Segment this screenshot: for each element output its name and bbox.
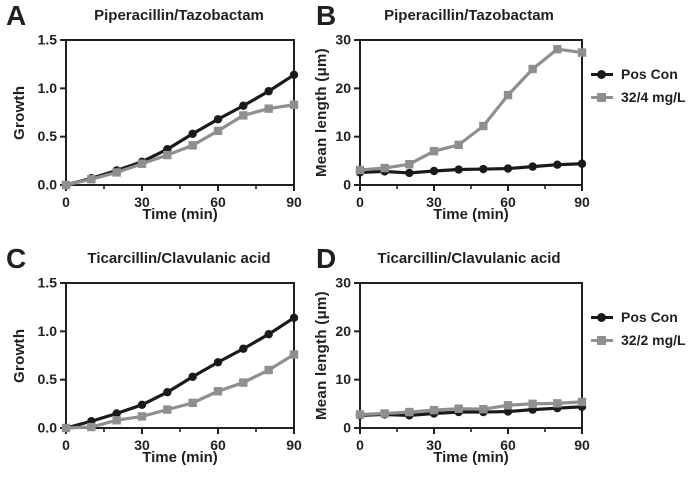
pos-con-marker-icon [591, 69, 613, 80]
panel-letter-c: C [6, 243, 27, 274]
panel-title-d: Ticarcillin/Clavulanic acid [377, 250, 561, 267]
svg-text:10: 10 [335, 371, 351, 387]
svg-text:60: 60 [210, 194, 226, 210]
svg-text:1.5: 1.5 [38, 32, 58, 48]
legend-label-treatment: 32/2 mg/L [621, 332, 686, 348]
panel-title-c: Ticarcillin/Clavulanic acid [87, 250, 271, 267]
panel-a-growth: A Piperacillin/Tazobactam Growth 0 30 60 90… [2, 0, 310, 242]
svg-text:90: 90 [574, 194, 590, 210]
legend-item-pos-con: Pos Con [591, 309, 686, 325]
legend-ticarcillin: Pos Con 32/2 mg/L [591, 309, 686, 348]
panel-c-growth: C Ticarcillin/Clavulanic acid Growth 0 30… [2, 243, 310, 485]
panel-d-mean-length: D Ticarcillin/Clavulanic acid Mean lengt… [312, 243, 594, 485]
legend-label-pos-con: Pos Con [621, 309, 678, 325]
legend-label-treatment: 32/4 mg/L [621, 89, 686, 105]
treatment-marker-icon [591, 335, 613, 346]
chart-mean-length-ticarcillin: 0 30 60 90 0 10 20 30 [335, 275, 590, 454]
svg-text:90: 90 [574, 437, 590, 453]
svg-text:1.0: 1.0 [38, 323, 58, 339]
svg-text:30: 30 [426, 437, 442, 453]
svg-text:60: 60 [500, 437, 516, 453]
svg-text:0.0: 0.0 [38, 177, 58, 193]
panel-letter-d: D [316, 243, 337, 274]
chart-growth-ticarcillin: 0 30 60 90 0.0 0.5 1.0 1.5 [38, 275, 302, 454]
treatment-marker-icon [591, 92, 613, 103]
svg-text:0: 0 [356, 437, 364, 453]
svg-text:20: 20 [335, 80, 351, 96]
x-axis-label-b: Time (min) [433, 206, 509, 223]
legend-item-pos-con: Pos Con [591, 66, 686, 82]
legend-piperacillin: Pos Con 32/4 mg/L [591, 66, 686, 105]
svg-text:30: 30 [335, 32, 351, 48]
svg-text:1.0: 1.0 [38, 80, 58, 96]
pos-con-marker-icon [591, 312, 613, 323]
panel-b-mean-length: B Piperacillin/Tazobactam Mean length (μ… [312, 0, 594, 242]
svg-text:30: 30 [134, 437, 150, 453]
svg-text:20: 20 [335, 323, 351, 339]
svg-text:10: 10 [335, 128, 351, 144]
svg-text:30: 30 [335, 275, 351, 291]
svg-text:0: 0 [356, 194, 364, 210]
legend-item-treatment: 32/4 mg/L [591, 89, 686, 105]
svg-text:0.0: 0.0 [38, 420, 58, 436]
x-axis-label-d: Time (min) [433, 449, 509, 466]
x-axis-label-c: Time (min) [142, 449, 218, 466]
svg-text:60: 60 [210, 437, 226, 453]
svg-text:0.5: 0.5 [38, 128, 58, 144]
svg-text:90: 90 [286, 437, 302, 453]
figure-row-piperacillin: A Piperacillin/Tazobactam Growth 0 30 60 90… [0, 0, 697, 242]
svg-text:30: 30 [134, 194, 150, 210]
legend-item-treatment: 32/2 mg/L [591, 332, 686, 348]
x-axis-label-a: Time (min) [142, 206, 218, 223]
svg-text:0: 0 [343, 177, 351, 193]
panel-title-a: Piperacillin/Tazobactam [94, 7, 264, 24]
chart-mean-length-piperacillin: 0 30 60 90 0 10 20 30 [335, 32, 590, 211]
svg-text:0: 0 [62, 437, 70, 453]
svg-text:1.5: 1.5 [38, 275, 58, 291]
chart-growth-piperacillin: 0 30 60 90 0.0 0.5 1.0 1.5 [38, 32, 302, 211]
legend-label-pos-con: Pos Con [621, 66, 678, 82]
svg-text:0: 0 [343, 420, 351, 436]
svg-text:90: 90 [286, 194, 302, 210]
svg-text:30: 30 [426, 194, 442, 210]
svg-text:60: 60 [500, 194, 516, 210]
svg-text:0.5: 0.5 [38, 371, 58, 387]
panel-letter-a: A [6, 0, 27, 31]
panel-title-b: Piperacillin/Tazobactam [384, 7, 554, 24]
svg-text:0: 0 [62, 194, 70, 210]
figure-row-ticarcillin: C Ticarcillin/Clavulanic acid Growth 0 30… [0, 243, 697, 485]
panel-letter-b: B [316, 0, 337, 31]
